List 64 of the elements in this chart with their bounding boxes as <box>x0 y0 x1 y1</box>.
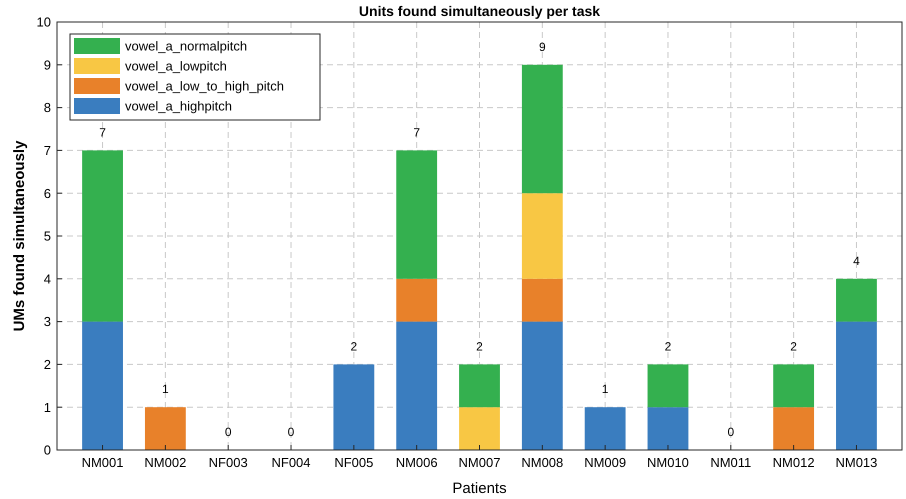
y-tick-label: 5 <box>44 228 51 244</box>
total-label: 2 <box>476 339 484 354</box>
y-tick-label: 4 <box>44 271 51 286</box>
bar <box>584 407 626 450</box>
x-tick-label: NF004 <box>272 455 311 470</box>
bar <box>333 364 374 450</box>
total-label: 9 <box>538 40 546 54</box>
total-label: 0 <box>727 425 734 439</box>
bar <box>144 407 186 450</box>
total-label: 2 <box>664 339 672 354</box>
x-tick-label: NM010 <box>647 455 689 470</box>
bar <box>773 407 814 450</box>
y-tick-label: 7 <box>44 142 51 158</box>
x-tick-label: NM008 <box>521 455 564 470</box>
x-tick-label: NM001 <box>82 455 124 470</box>
total-label: 1 <box>602 382 609 396</box>
total-label: 0 <box>224 425 232 439</box>
bar <box>522 64 563 194</box>
total-label: 2 <box>790 339 798 354</box>
x-axis-title: Patients <box>452 480 507 497</box>
y-axis-title: UMs found simultaneously <box>11 140 28 332</box>
total-label: 1 <box>162 382 170 396</box>
total-label: 4 <box>853 254 860 268</box>
x-tick-label: NM013 <box>835 455 878 470</box>
y-tick-label: 0 <box>44 442 51 458</box>
x-tick-label: NF003 <box>208 455 248 470</box>
y-tick-label: 2 <box>44 356 51 372</box>
legend-label: vowel_a_highpitch <box>125 98 232 114</box>
y-tick-label: 3 <box>44 314 51 330</box>
chart-title: Units found simultaneously per task <box>358 3 600 19</box>
bar <box>522 193 563 279</box>
bar <box>522 322 563 450</box>
bar <box>522 278 563 322</box>
y-tick-label: 10 <box>36 14 51 30</box>
y-tick-label: 1 <box>44 400 51 415</box>
y-tick-label: 6 <box>44 186 51 201</box>
bar <box>459 407 500 450</box>
bar <box>836 278 877 322</box>
total-label: 0 <box>288 425 295 439</box>
y-tick-label: 8 <box>44 100 51 116</box>
legend-label: vowel_a_low_to_high_pitch <box>125 78 284 94</box>
x-tick-label: NM011 <box>710 455 752 470</box>
x-tick-label: NF005 <box>334 455 374 470</box>
total-label: 7 <box>99 125 106 140</box>
bar <box>82 322 123 450</box>
bar <box>648 364 688 408</box>
x-tick-label: NM012 <box>772 455 815 470</box>
bar <box>82 150 123 322</box>
total-label: 7 <box>413 125 420 140</box>
y-tick-label: 9 <box>44 57 51 72</box>
bar <box>396 278 438 322</box>
legend-label: vowel_a_lowpitch <box>125 58 227 74</box>
bar <box>773 364 814 408</box>
x-tick-label: NM007 <box>458 455 500 470</box>
x-tick-label: NM006 <box>396 455 438 470</box>
bar <box>648 407 688 450</box>
x-tick-label: NM002 <box>144 455 186 470</box>
legend-label: vowel_a_normalpitch <box>125 38 248 54</box>
bar <box>396 150 438 279</box>
bar <box>836 322 877 450</box>
x-tick-label: NM009 <box>584 455 626 470</box>
bar <box>396 322 438 450</box>
bar <box>459 364 500 408</box>
total-label: 2 <box>350 339 358 354</box>
